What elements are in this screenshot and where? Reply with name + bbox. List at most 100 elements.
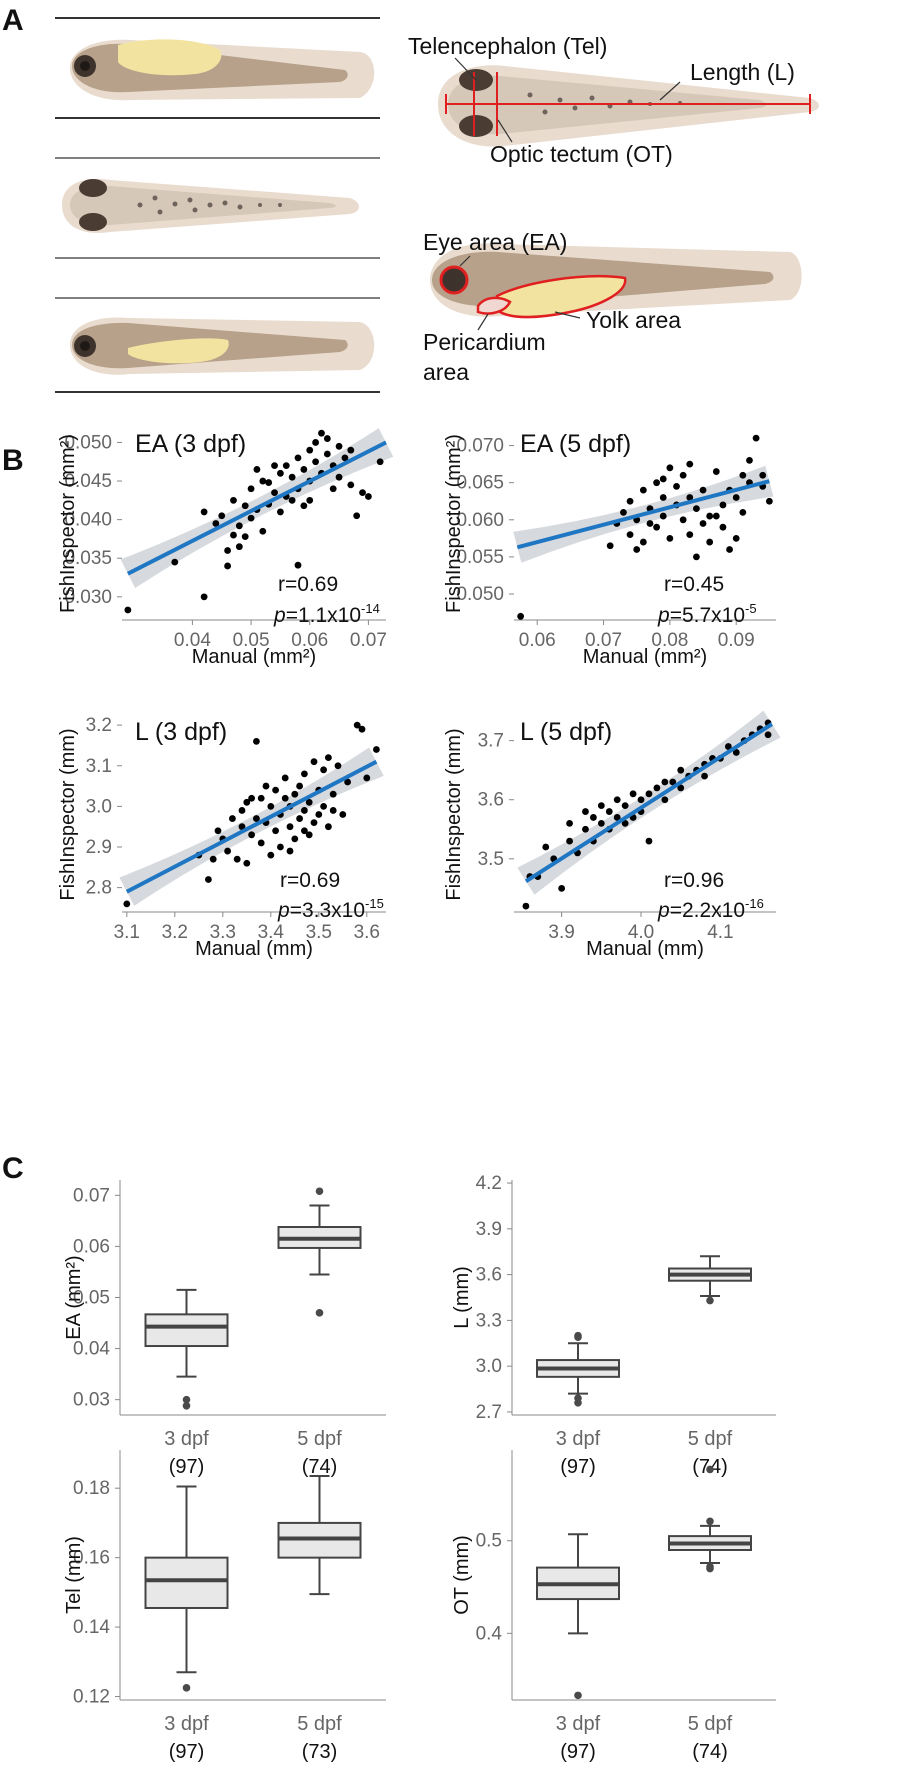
data-point <box>373 746 380 753</box>
data-point <box>301 807 308 814</box>
data-point <box>312 458 319 466</box>
data-point <box>347 446 355 454</box>
data-point <box>329 807 337 814</box>
data-point <box>666 534 674 542</box>
data-point <box>626 497 634 505</box>
data-point <box>259 527 267 535</box>
data-point <box>724 743 732 750</box>
data-point <box>305 798 313 806</box>
sample-size-label: (74) <box>302 1456 338 1478</box>
data-point <box>272 786 279 794</box>
y-tick-label: 2.9 <box>86 837 112 858</box>
data-point <box>686 494 694 501</box>
data-point <box>699 520 707 527</box>
outlier-point <box>706 1517 714 1526</box>
outlier-point <box>574 1691 582 1700</box>
larva-dorsal-measured-icon <box>438 57 819 147</box>
data-point <box>653 784 661 792</box>
data-point <box>706 538 714 546</box>
data-point <box>229 815 236 822</box>
data-point <box>759 471 767 479</box>
data-point <box>124 606 132 614</box>
data-point <box>699 486 707 494</box>
data-point <box>315 811 323 818</box>
correlation-r: r=0.69 <box>278 573 338 596</box>
x-tick-label: 3.3 <box>210 922 236 943</box>
data-point <box>669 778 677 786</box>
data-point <box>358 725 366 733</box>
data-point <box>719 501 727 509</box>
y-tick-label: 0.050 <box>64 432 112 453</box>
panel-letter-c: C <box>2 1152 24 1185</box>
data-point <box>335 442 343 450</box>
y-tick-label: 0.045 <box>64 471 112 492</box>
y-tick-label: 3.2 <box>86 715 112 736</box>
y-tick-label: 0.060 <box>456 510 504 531</box>
data-point <box>281 774 289 782</box>
y-axis-label: OT (mm) <box>451 1535 473 1615</box>
data-point <box>732 494 740 501</box>
x-axis-label: Manual (mm²) <box>192 646 316 668</box>
chart-title: EA (5 dpf) <box>520 430 631 458</box>
data-point <box>344 778 351 786</box>
y-tick-label: 0.03 <box>73 1390 110 1411</box>
y-tick-label: 3.9 <box>476 1219 502 1240</box>
x-tick-label: 0.06 <box>519 630 556 651</box>
data-point <box>265 479 273 486</box>
p-label: p <box>273 604 286 627</box>
boxplot-telencephalon: 0.12 0.14 0.16 0.18 Tel (mm) 3 dpf (97) 5 dpf (7… <box>63 1450 386 1763</box>
regression-line <box>516 479 770 550</box>
data-point <box>339 811 347 818</box>
y-tick-label: 0.050 <box>456 584 504 605</box>
x-tick-label: 0.05 <box>233 630 270 651</box>
panel-letter-a: A <box>2 4 24 37</box>
y-axis-label: FishInspector (mm) <box>443 728 465 900</box>
data-point <box>659 494 667 501</box>
data-point <box>764 731 772 739</box>
data-point <box>517 612 525 620</box>
data-point <box>566 819 573 827</box>
sample-size-label: (97) <box>560 1741 596 1763</box>
p-value: =2.2x10 <box>670 899 745 922</box>
data-point <box>286 823 294 831</box>
outlier-point <box>706 1296 714 1305</box>
optic-tectum-label: Optic tectum (OT) <box>490 141 673 167</box>
y-tick-label: 0.14 <box>73 1617 110 1638</box>
x-tick-label: 4.1 <box>707 922 733 943</box>
data-point <box>693 553 700 561</box>
data-point <box>659 512 667 520</box>
data-point <box>291 790 299 798</box>
data-point <box>248 794 256 802</box>
outlier-point <box>182 1395 191 1404</box>
x-tick-label: 3.2 <box>162 922 188 943</box>
data-point <box>582 825 589 833</box>
data-point <box>212 520 220 527</box>
yolk-area-outline <box>495 275 627 319</box>
data-point <box>247 485 255 493</box>
p-label: p <box>657 604 670 627</box>
data-point <box>646 520 654 527</box>
data-point <box>294 454 302 462</box>
y-tick-label: 0.05 <box>73 1288 110 1309</box>
correlation-r: r=0.96 <box>664 869 724 892</box>
data-point <box>325 823 332 831</box>
data-point <box>288 496 296 504</box>
p-label: p <box>277 899 290 922</box>
data-point <box>224 562 232 570</box>
category-label: 5 dpf <box>688 1428 733 1450</box>
regression-line <box>125 759 378 894</box>
x-axis-label: Manual (mm) <box>586 938 704 960</box>
data-point <box>253 737 260 745</box>
category-label: 3 dpf <box>164 1713 209 1735</box>
data-point <box>310 758 318 766</box>
data-point <box>659 475 667 483</box>
y-tick-label: 0.07 <box>73 1185 110 1206</box>
data-point <box>318 429 325 437</box>
x-tick-label: 3.4 <box>258 922 285 943</box>
data-point <box>310 819 318 827</box>
y-axis-label: FishInspector (mm) <box>57 728 79 900</box>
data-point <box>719 523 727 531</box>
data-point <box>325 754 332 762</box>
data-point <box>653 523 661 531</box>
